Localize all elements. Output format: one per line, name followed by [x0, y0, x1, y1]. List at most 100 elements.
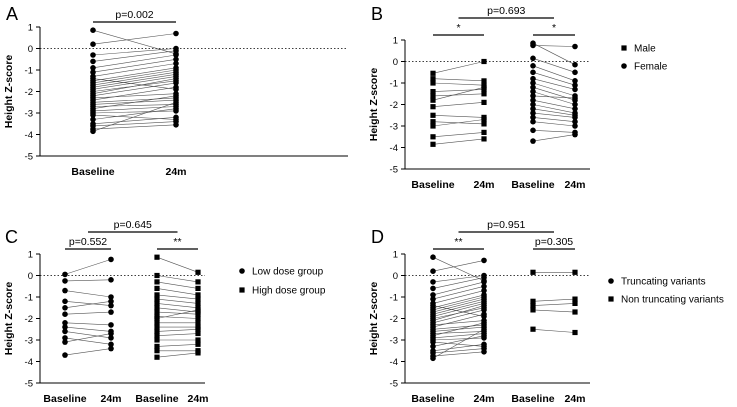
y-tick-label: 1 — [28, 249, 33, 260]
data-point — [572, 114, 578, 121]
data-point — [530, 84, 536, 91]
data-point — [108, 309, 114, 315]
data-point — [572, 269, 578, 275]
data-point — [481, 129, 487, 135]
data-point — [572, 69, 578, 76]
pair-line — [432, 322, 485, 336]
panel-letter: A — [6, 4, 18, 24]
y-tick-label: 0 — [393, 271, 398, 282]
data-point — [530, 106, 536, 112]
pair-line — [432, 82, 485, 86]
pair-line — [64, 290, 112, 298]
data-point — [195, 330, 201, 337]
data-point — [62, 328, 68, 335]
pair-line — [532, 303, 576, 306]
pair-line — [532, 65, 576, 82]
data-point — [481, 117, 487, 123]
data-point — [90, 41, 96, 47]
data-point — [481, 349, 487, 355]
x-tick-label: 24m — [165, 166, 186, 178]
x-tick-label: 24m — [187, 393, 208, 405]
y-tick-label: -5 — [25, 151, 33, 162]
pair-line — [64, 322, 112, 326]
pair-line — [156, 311, 199, 315]
pair-line — [64, 311, 112, 315]
pair-line — [156, 288, 199, 296]
data-point — [90, 27, 96, 33]
x-tick-label: 24m — [564, 179, 585, 191]
legend-label: Female — [634, 62, 668, 73]
pair-line — [92, 102, 177, 132]
data-point — [173, 80, 179, 86]
data-point — [108, 345, 114, 352]
data-point — [173, 30, 179, 37]
pair-line — [92, 59, 177, 73]
data-point — [154, 292, 160, 298]
pair-line — [64, 337, 112, 345]
pair-line — [432, 102, 485, 107]
pair-line — [432, 341, 485, 347]
pair-line — [532, 121, 576, 127]
y-tick-label: -4 — [390, 357, 398, 368]
y-tick-label: -1 — [390, 78, 398, 89]
data-point — [62, 324, 68, 330]
x-tick-label: 24m — [564, 393, 585, 405]
pair-line — [432, 324, 485, 330]
pair-line — [432, 331, 485, 334]
data-point — [530, 110, 536, 116]
pair-line — [156, 303, 199, 309]
pair-line — [532, 58, 576, 73]
y-tick-label: -1 — [25, 65, 33, 76]
y-axis-label: Height Z-score — [368, 282, 380, 356]
pair-line — [64, 326, 112, 332]
pair-line — [532, 108, 576, 116]
data-point — [195, 285, 201, 291]
data-point — [430, 80, 436, 86]
data-point — [481, 332, 487, 339]
data-point — [154, 320, 160, 326]
data-point — [530, 80, 536, 86]
data-point — [154, 354, 160, 360]
pair-line — [92, 71, 177, 86]
y-axis-label: Height Z-score — [3, 282, 15, 356]
pair-line — [92, 108, 177, 120]
pair-line — [156, 281, 199, 289]
legend-marker — [621, 45, 627, 51]
pair-line — [92, 29, 177, 55]
data-point — [154, 272, 160, 279]
data-point — [173, 47, 179, 54]
significance-label: p=0.552 — [69, 236, 107, 248]
data-point — [173, 52, 179, 58]
legend-label: Male — [634, 44, 656, 55]
data-point — [195, 326, 201, 332]
data-point — [572, 118, 578, 125]
pair-line — [432, 277, 485, 289]
significance-label: p=0.002 — [115, 9, 153, 21]
y-tick-label: 0 — [28, 44, 33, 55]
x-tick-label: Baseline — [411, 179, 454, 191]
data-point — [195, 337, 201, 343]
pair-line — [64, 259, 112, 275]
data-point — [572, 123, 578, 129]
data-point — [90, 128, 96, 135]
y-tick-label: -5 — [25, 378, 33, 389]
x-tick-label: Baseline — [411, 393, 454, 405]
legend-marker — [608, 278, 614, 284]
pair-line — [156, 329, 199, 332]
y-tick-label: -3 — [25, 108, 33, 119]
data-point — [430, 279, 436, 285]
data-point — [195, 279, 201, 285]
pair-line — [432, 313, 485, 328]
legend-label: Truncating variants — [621, 277, 706, 288]
legend-label: Low dose group — [252, 267, 324, 278]
data-point — [530, 42, 536, 49]
y-tick-label: -2 — [390, 314, 398, 325]
data-point — [173, 84, 179, 90]
pair-line — [92, 114, 177, 120]
pair-line — [92, 104, 177, 107]
data-point — [430, 76, 436, 82]
pair-line — [432, 294, 485, 309]
pair-line — [432, 132, 485, 138]
pair-line — [92, 82, 177, 97]
pair-line — [432, 298, 485, 313]
